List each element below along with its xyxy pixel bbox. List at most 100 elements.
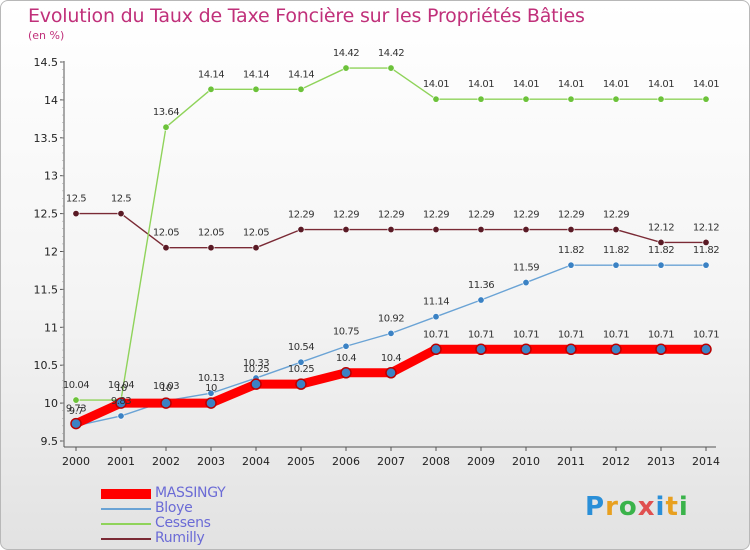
data-label-massingy: 10.4: [381, 353, 401, 364]
data-point-cessens: [567, 95, 575, 103]
data-point-cessens: [162, 123, 170, 131]
y-tick-label: 13: [44, 170, 58, 183]
data-label-cessens: 14.42: [378, 48, 404, 59]
x-tick-label: 2007: [377, 455, 405, 468]
data-point-massingy: [700, 343, 712, 356]
data-label-cessens: 14.01: [603, 79, 629, 90]
y-tick-label: 11.5: [34, 283, 59, 296]
x-tick-label: 2013: [647, 455, 675, 468]
legend-swatch: [101, 538, 151, 540]
x-tick-label: 2009: [467, 455, 495, 468]
data-label-rumilly: 12.29: [423, 210, 449, 221]
y-tick-label: 10.5: [34, 359, 59, 372]
data-point-massingy: [610, 343, 622, 356]
data-point-rumilly: [567, 226, 575, 234]
data-label-rumilly: 12.5: [66, 194, 86, 205]
data-point-rumilly: [432, 226, 440, 234]
x-tick-label: 2004: [242, 455, 270, 468]
x-tick-label: 2014: [692, 455, 720, 468]
data-point-rumilly: [702, 238, 710, 246]
data-point-bloye: [567, 261, 575, 269]
data-point-rumilly: [387, 226, 395, 234]
data-label-bloye: 11.82: [648, 245, 674, 256]
data-label-rumilly: 12.05: [243, 228, 269, 239]
data-label-massingy: 10.71: [648, 329, 674, 340]
data-label-bloye: 10.03: [153, 381, 179, 392]
data-label-massingy: 10.71: [513, 329, 539, 340]
data-label-bloye: 11.59: [513, 263, 539, 274]
data-point-bloye: [297, 358, 305, 366]
data-label-cessens: 10.04: [108, 380, 134, 391]
data-point-bloye: [477, 296, 485, 304]
data-point-massingy: [430, 343, 442, 356]
x-tick-label: 2010: [512, 455, 540, 468]
y-tick-label: 13.5: [34, 132, 59, 145]
data-label-cessens: 14.14: [198, 69, 224, 80]
data-point-bloye: [387, 329, 395, 337]
x-tick-label: 2002: [152, 455, 180, 468]
x-tick-label: 2008: [422, 455, 450, 468]
data-label-rumilly: 12.29: [513, 210, 539, 221]
data-label-rumilly: 12.29: [603, 210, 629, 221]
data-label-rumilly: 12.5: [111, 194, 131, 205]
x-tick-label: 2003: [197, 455, 225, 468]
y-tick-label: 12: [44, 246, 58, 259]
data-point-bloye: [702, 261, 710, 269]
x-tick-label: 2000: [62, 455, 90, 468]
unit-label: (en %): [28, 29, 65, 42]
data-label-rumilly: 12.05: [153, 228, 179, 239]
x-tick-label: 2001: [107, 455, 135, 468]
data-point-rumilly: [522, 226, 530, 234]
data-label-cessens: 14.01: [558, 79, 584, 90]
legend-swatch: [101, 523, 151, 525]
y-tick-label: 14: [44, 94, 58, 107]
legend-swatch: [101, 489, 151, 499]
data-label-cessens: 14.01: [423, 79, 449, 90]
data-label-bloye: 10.33: [243, 358, 269, 369]
data-point-bloye: [612, 261, 620, 269]
data-point-massingy: [340, 367, 352, 379]
data-point-bloye: [117, 412, 125, 420]
data-label-cessens: 14.14: [243, 69, 269, 80]
data-label-rumilly: 12.29: [378, 210, 404, 221]
data-point-rumilly: [162, 244, 170, 252]
data-point-rumilly: [657, 238, 665, 246]
data-label-rumilly: 12.29: [288, 210, 314, 221]
data-label-massingy: 10.25: [243, 364, 269, 375]
data-label-cessens: 14.42: [333, 48, 359, 59]
data-point-bloye: [522, 279, 530, 287]
data-point-cessens: [657, 95, 665, 103]
data-point-cessens: [252, 85, 260, 93]
data-point-massingy: [250, 378, 262, 390]
data-label-bloye: 9.83: [111, 396, 131, 407]
y-tick-label: 10: [44, 397, 58, 410]
data-label-rumilly: 12.05: [198, 228, 224, 239]
data-label-massingy: 10: [160, 383, 172, 394]
data-label-massingy: 10.71: [603, 329, 629, 340]
data-label-bloye: 11.82: [558, 245, 584, 256]
data-label-bloye: 10.13: [198, 373, 224, 384]
data-label-cessens: 14.01: [648, 79, 674, 90]
data-label-rumilly: 12.29: [558, 210, 584, 221]
data-label-cessens: 14.14: [288, 69, 314, 80]
data-point-rumilly: [72, 210, 80, 218]
y-tick-label: 14.5: [34, 56, 59, 69]
data-point-massingy: [565, 343, 577, 356]
data-label-cessens: 14.01: [693, 79, 719, 90]
data-label-massingy: 10.71: [468, 329, 494, 340]
data-label-cessens: 10.04: [63, 380, 89, 391]
data-point-rumilly: [477, 226, 485, 234]
y-tick-label: 9.5: [41, 435, 59, 448]
data-label-bloye: 11.82: [693, 245, 719, 256]
legend-label: Rumilly: [155, 530, 205, 546]
data-label-cessens: 14.01: [513, 79, 539, 90]
data-point-massingy: [385, 367, 397, 379]
data-point-rumilly: [207, 244, 215, 252]
legend-label: MASSINGY: [155, 485, 226, 501]
data-label-bloye: 10.75: [333, 326, 359, 337]
data-point-cessens: [612, 95, 620, 103]
data-point-massingy: [655, 343, 667, 356]
data-label-massingy: 10.25: [288, 364, 314, 375]
data-point-massingy: [115, 397, 127, 409]
